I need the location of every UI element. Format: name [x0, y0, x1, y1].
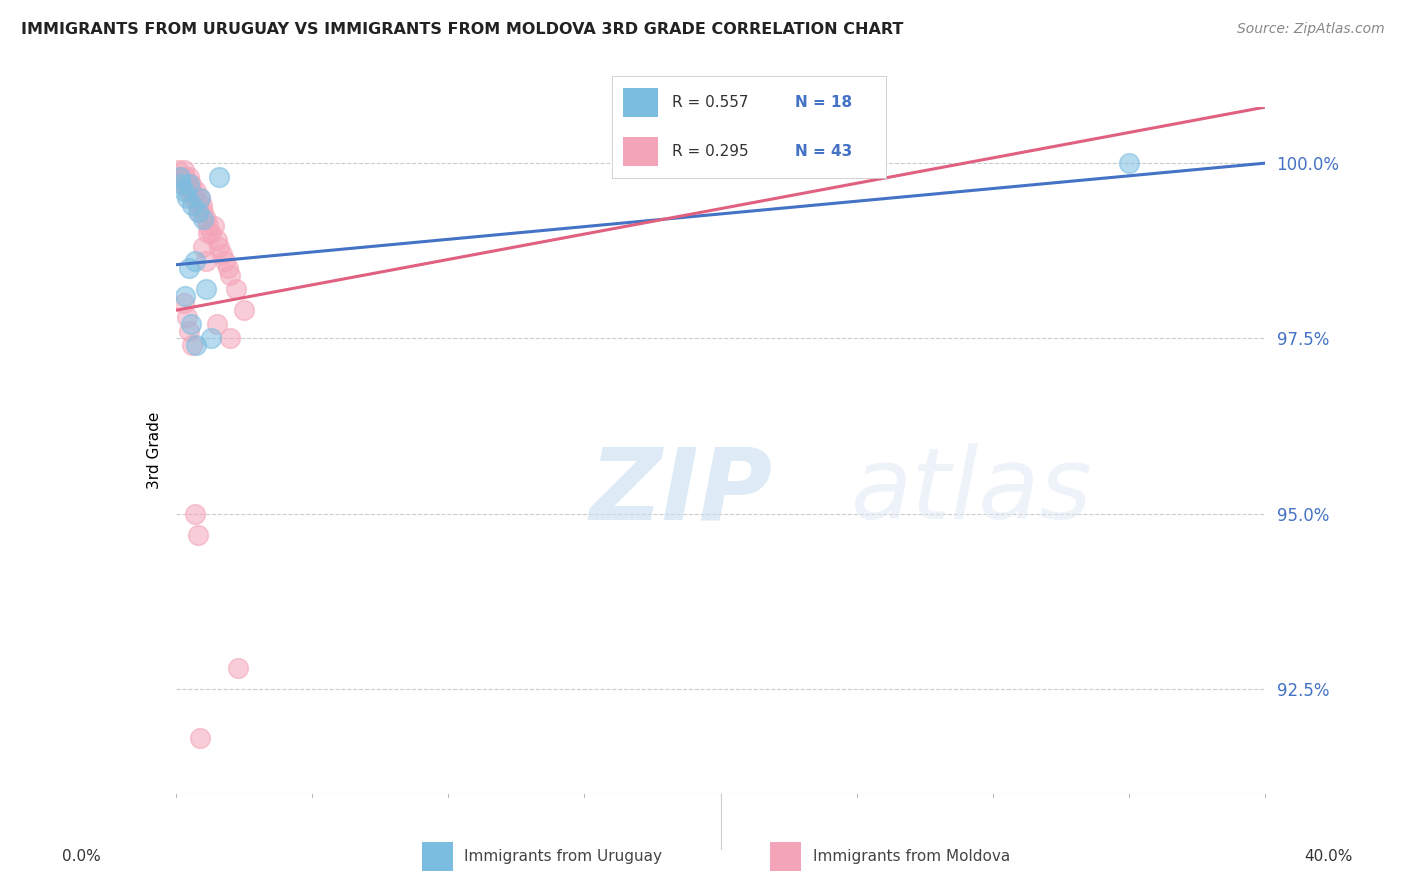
Point — [179, 170, 201, 185]
Point — [180, 318, 202, 332]
Point — [186, 338, 208, 352]
Point — [211, 247, 233, 261]
Point — [219, 331, 242, 345]
Point — [190, 198, 212, 212]
Point — [170, 177, 193, 191]
Point — [181, 184, 204, 198]
Point — [200, 226, 222, 240]
Text: Immigrants from Uruguay: Immigrants from Uruguay — [464, 849, 662, 863]
Point — [194, 254, 217, 268]
Point — [187, 205, 209, 219]
Text: ZIP: ZIP — [591, 443, 773, 541]
Point — [186, 205, 209, 219]
Point — [191, 240, 214, 254]
Point — [181, 338, 204, 352]
Point — [183, 191, 205, 205]
Text: R = 0.557: R = 0.557 — [672, 95, 748, 110]
Point — [197, 226, 219, 240]
Point — [202, 219, 225, 234]
Point — [232, 303, 254, 318]
Point — [191, 212, 214, 227]
Point — [173, 184, 195, 198]
Point — [188, 191, 211, 205]
Point — [186, 527, 209, 541]
Text: Immigrants from Moldova: Immigrants from Moldova — [813, 849, 1010, 863]
Point — [225, 282, 247, 296]
Point — [176, 177, 198, 191]
Point — [170, 170, 193, 185]
Point — [217, 261, 239, 276]
Point — [208, 170, 231, 185]
Point — [172, 177, 194, 191]
Point — [197, 219, 219, 234]
Point — [176, 191, 198, 205]
Point — [179, 261, 201, 276]
Text: R = 0.295: R = 0.295 — [672, 145, 748, 160]
Bar — [623, 137, 658, 166]
Point — [205, 318, 228, 332]
Point — [219, 268, 242, 283]
Point — [191, 205, 214, 219]
Point — [188, 191, 211, 205]
Point — [208, 240, 231, 254]
Point — [1118, 156, 1140, 170]
Point — [173, 163, 195, 178]
Bar — [623, 88, 658, 117]
Point — [181, 198, 204, 212]
Point — [200, 331, 222, 345]
Point — [169, 170, 191, 185]
Point — [186, 184, 208, 198]
Point — [167, 163, 190, 178]
Point — [180, 177, 202, 191]
Text: N = 18: N = 18 — [796, 95, 852, 110]
Point — [179, 324, 201, 338]
Point — [179, 177, 201, 191]
Text: 0.0%: 0.0% — [62, 849, 101, 863]
Point — [194, 282, 217, 296]
Point — [228, 661, 250, 675]
Point — [205, 233, 228, 247]
Text: Source: ZipAtlas.com: Source: ZipAtlas.com — [1237, 22, 1385, 37]
Point — [176, 310, 198, 325]
Text: atlas: atlas — [852, 443, 1092, 541]
Point — [174, 289, 197, 303]
Point — [188, 731, 211, 745]
Point — [174, 170, 197, 185]
Point — [173, 296, 195, 310]
Point — [184, 191, 207, 205]
Text: IMMIGRANTS FROM URUGUAY VS IMMIGRANTS FROM MOLDOVA 3RD GRADE CORRELATION CHART: IMMIGRANTS FROM URUGUAY VS IMMIGRANTS FR… — [21, 22, 904, 37]
Point — [214, 254, 236, 268]
Point — [184, 507, 207, 521]
Text: 40.0%: 40.0% — [1305, 849, 1353, 863]
Point — [169, 170, 191, 185]
Point — [184, 254, 207, 268]
Text: N = 43: N = 43 — [796, 145, 852, 160]
Y-axis label: 3rd Grade: 3rd Grade — [146, 412, 162, 489]
Point — [186, 198, 209, 212]
Point — [194, 212, 217, 227]
Point — [177, 184, 200, 198]
